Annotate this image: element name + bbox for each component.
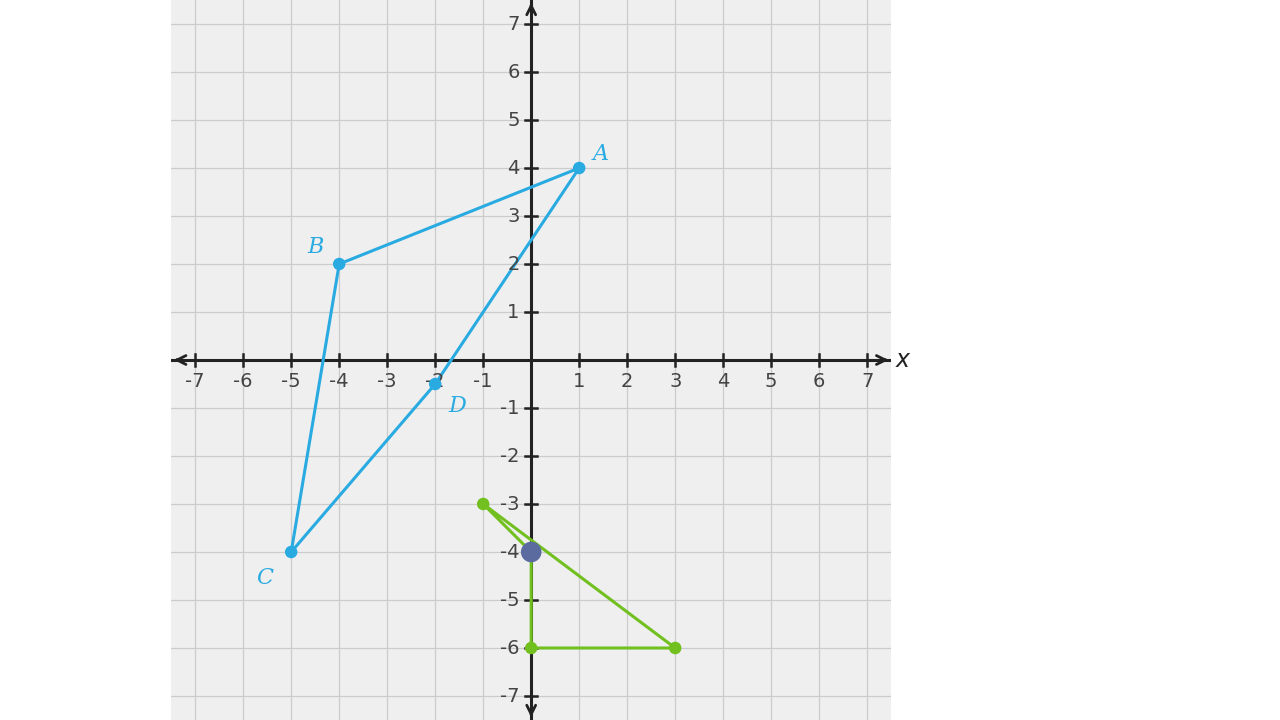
Text: -6: -6 [500,639,520,657]
Text: 2: 2 [507,254,520,274]
Point [521,546,541,558]
Text: 6: 6 [507,63,520,81]
Point [570,162,590,174]
Text: D: D [448,395,466,417]
Point [329,258,349,270]
Text: 4: 4 [717,372,730,391]
Point [474,498,494,510]
Text: -5: -5 [282,372,301,391]
Text: 4: 4 [507,158,520,178]
Text: 7: 7 [861,372,873,391]
Point [282,546,302,558]
Text: -1: -1 [474,372,493,391]
Point [666,642,686,654]
Point [425,378,445,390]
Text: x: x [896,348,910,372]
Text: -6: -6 [233,372,253,391]
Point [521,546,541,558]
Text: 6: 6 [813,372,826,391]
Text: C: C [256,567,274,590]
Point [521,642,541,654]
Text: 7: 7 [507,14,520,34]
Text: 5: 5 [507,110,520,130]
Text: -5: -5 [500,590,520,610]
Text: 3: 3 [507,207,520,225]
Text: -3: -3 [500,495,520,513]
Text: B: B [307,236,324,258]
Text: -1: -1 [500,398,520,418]
Text: 2: 2 [621,372,634,391]
Text: -2: -2 [425,372,445,391]
Text: 5: 5 [765,372,777,391]
Text: 3: 3 [669,372,681,391]
Text: -7: -7 [500,686,520,706]
Text: 1: 1 [573,372,585,391]
Text: A: A [593,143,609,165]
Text: 1: 1 [507,302,520,322]
Text: -3: -3 [378,372,397,391]
Text: -4: -4 [329,372,349,391]
Text: -7: -7 [186,372,205,391]
Text: -4: -4 [500,542,520,562]
Text: -2: -2 [500,446,520,466]
